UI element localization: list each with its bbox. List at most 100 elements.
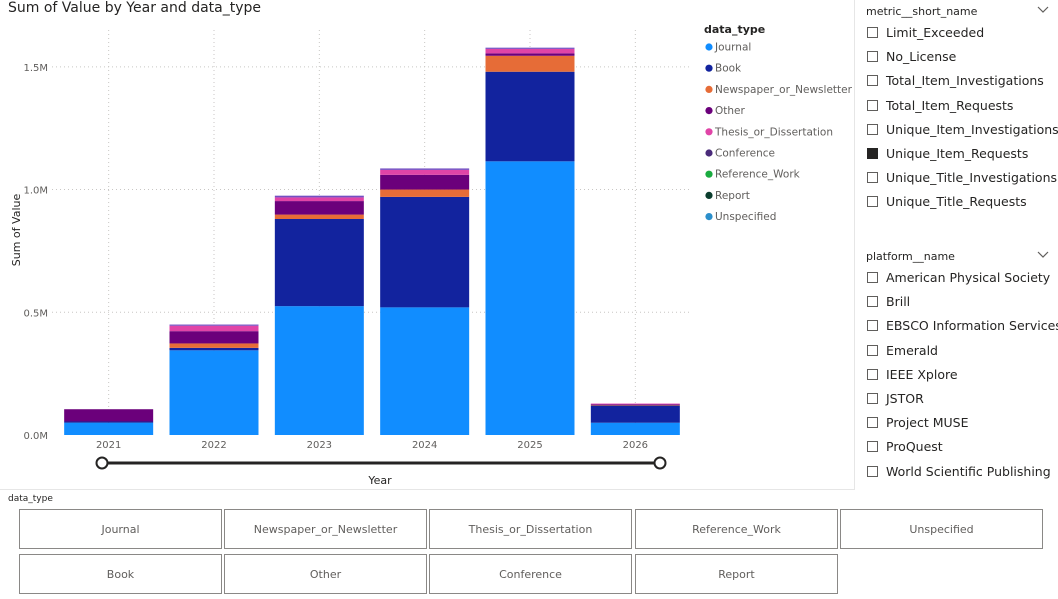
checkbox[interactable] xyxy=(867,320,878,332)
bar-2025-conference[interactable] xyxy=(485,47,575,49)
checkbox[interactable] xyxy=(867,465,878,477)
platform-slicer-item[interactable]: Emerald xyxy=(858,340,1056,364)
data-type-tile[interactable]: Conference xyxy=(429,554,632,594)
platform-slicer-item[interactable]: ProQuest xyxy=(858,436,1056,460)
legend-item-label[interactable]: Conference xyxy=(715,148,775,160)
bar-2024-book[interactable] xyxy=(380,196,470,308)
bar-2026-newspaper_or_newsletter[interactable] xyxy=(590,405,680,406)
bar-2023-book[interactable] xyxy=(274,219,364,307)
legend-item-label[interactable]: Reference_Work xyxy=(715,169,801,181)
metric-slicer-list: Limit_Exceeded No_License Total_Item_Inves… xyxy=(858,22,1058,216)
bar-2021-book[interactable] xyxy=(64,421,154,423)
bar-2025-newspaper_or_newsletter[interactable] xyxy=(485,55,575,72)
legend-item-label[interactable]: Report xyxy=(715,190,750,202)
data-type-tile[interactable]: Thesis_or_Dissertation xyxy=(429,509,632,549)
bar-2025-thesis_or_dissertation[interactable] xyxy=(485,48,575,54)
checkbox[interactable] xyxy=(867,147,878,159)
bar-2022-conference[interactable] xyxy=(169,324,259,326)
checkbox[interactable] xyxy=(867,27,878,38)
checkbox[interactable] xyxy=(867,75,878,87)
legend-item-label[interactable]: Journal xyxy=(714,42,751,54)
y-tick-label: 1.5M xyxy=(23,63,48,74)
legend-item-label[interactable]: Unspecified xyxy=(715,211,776,223)
checkbox[interactable] xyxy=(867,441,878,453)
platform-slicer-item[interactable]: American Physical Society xyxy=(858,267,1056,291)
chevron-down-icon[interactable] xyxy=(1036,2,1050,16)
metric-slicer-item[interactable]: Unique_Item_Requests xyxy=(858,143,1056,167)
platform-slicer-item[interactable]: IEEE Xplore xyxy=(858,364,1056,388)
data-type-tile[interactable]: Newspaper_or_Newsletter xyxy=(224,509,427,549)
platform-slicer-item[interactable]: World Scientific Publishing xyxy=(858,461,1056,485)
bar-2022-journal[interactable] xyxy=(169,350,259,435)
platform-slicer-item-label: Project MUSE xyxy=(886,415,969,431)
bar-2023-other[interactable] xyxy=(274,201,364,215)
metric-slicer-item-label: Limit_Exceeded xyxy=(886,25,985,40)
data-type-tile[interactable]: Book xyxy=(19,554,222,594)
legend-item-label[interactable]: Book xyxy=(715,63,742,75)
platform-slicer-item[interactable]: JSTOR xyxy=(858,388,1056,412)
checkbox[interactable] xyxy=(867,344,878,356)
metric-slicer-title: metric__short_name xyxy=(866,5,978,18)
bar-2022-book[interactable] xyxy=(169,347,259,351)
checkbox[interactable] xyxy=(867,99,878,111)
checkbox[interactable] xyxy=(867,368,878,380)
bar-2021-other[interactable] xyxy=(64,409,154,422)
checkbox[interactable] xyxy=(867,296,878,308)
metric-slicer-item-label: Unique_Item_Investigations xyxy=(886,121,1058,137)
data-type-tile[interactable]: Unspecified xyxy=(840,509,1043,549)
bar-2025-journal[interactable] xyxy=(485,161,575,435)
bar-2023-newspaper_or_newsletter[interactable] xyxy=(274,214,364,219)
legend-item-label[interactable]: Other xyxy=(715,105,745,117)
checkbox[interactable] xyxy=(867,392,878,404)
bar-2025-other[interactable] xyxy=(485,53,575,56)
bar-2023-thesis_or_dissertation[interactable] xyxy=(274,197,364,202)
y-tick-label: 1.0M xyxy=(23,186,48,197)
metric-slicer-item[interactable]: Unique_Item_Investigations xyxy=(858,119,1058,143)
platform-slicer-item[interactable]: Brill xyxy=(858,291,1056,315)
legend-item-label[interactable]: Thesis_or_Dissertation xyxy=(714,126,833,138)
checkbox[interactable] xyxy=(867,196,878,208)
metric-slicer-item[interactable]: No_License xyxy=(858,46,1056,70)
chevron-down-icon[interactable] xyxy=(1036,247,1050,261)
checkbox[interactable] xyxy=(867,172,878,184)
bar-2023-journal[interactable] xyxy=(274,306,364,435)
slider-handle-end[interactable] xyxy=(653,456,667,470)
bar-2022-other[interactable] xyxy=(169,331,259,344)
legend-item-label[interactable]: Newspaper_or_Newsletter xyxy=(715,84,853,96)
platform-slicer-item[interactable]: EBSCO Information Services xyxy=(858,315,1058,339)
bar-2023-conference[interactable] xyxy=(274,195,364,198)
data-type-tile[interactable]: Other xyxy=(224,554,427,594)
bar-2026-thesis_or_dissertation[interactable] xyxy=(590,403,680,405)
metric-slicer-item[interactable]: Total_Item_Investigations xyxy=(858,70,1056,94)
bar-2026-book[interactable] xyxy=(590,405,680,423)
legend-title: data_type xyxy=(704,23,765,36)
metric-slicer-item[interactable]: Unique_Title_Requests xyxy=(858,191,1056,215)
metric-slicer-item[interactable]: Total_Item_Requests xyxy=(858,95,1056,119)
checkbox[interactable] xyxy=(867,51,878,63)
checkbox[interactable] xyxy=(867,123,878,135)
bar-2026-other[interactable] xyxy=(590,404,680,406)
platform-slicer-item[interactable]: Project MUSE xyxy=(858,412,1056,436)
bar-2024-conference[interactable] xyxy=(380,168,470,170)
checkbox[interactable] xyxy=(867,417,878,429)
bar-2026-journal[interactable] xyxy=(590,422,680,435)
data-type-tile[interactable]: Reference_Work xyxy=(635,509,838,549)
bar-2024-other[interactable] xyxy=(380,174,470,190)
metric-slicer-item[interactable]: Limit_Exceeded xyxy=(858,22,1056,46)
data-type-tile[interactable]: Report xyxy=(635,554,838,594)
checkbox[interactable] xyxy=(867,272,878,283)
bar-2025-book[interactable] xyxy=(485,71,575,162)
metric-slicer-item[interactable]: Unique_Title_Investigations xyxy=(858,167,1057,191)
data-type-tile[interactable]: Journal xyxy=(19,509,222,549)
bar-2022-newspaper_or_newsletter[interactable] xyxy=(169,343,259,348)
legend-marker xyxy=(705,213,713,221)
stacked-bar-chart: 0.0M 0.5M 1.0M 1.5M 2021 2022 2023 2024 2025 2026… xyxy=(10,23,853,487)
slider-handle-start[interactable] xyxy=(95,456,109,470)
bar-2024-newspaper_or_newsletter[interactable] xyxy=(380,189,470,197)
bar-2024-journal[interactable] xyxy=(380,307,470,435)
bar-2021-journal[interactable] xyxy=(64,422,154,435)
metric-slicer-header: metric__short_name xyxy=(858,2,1056,22)
bar-2024-thesis_or_dissertation[interactable] xyxy=(380,169,470,175)
year-range-slider[interactable] xyxy=(95,456,667,470)
bar-2022-thesis_or_dissertation[interactable] xyxy=(169,325,259,332)
